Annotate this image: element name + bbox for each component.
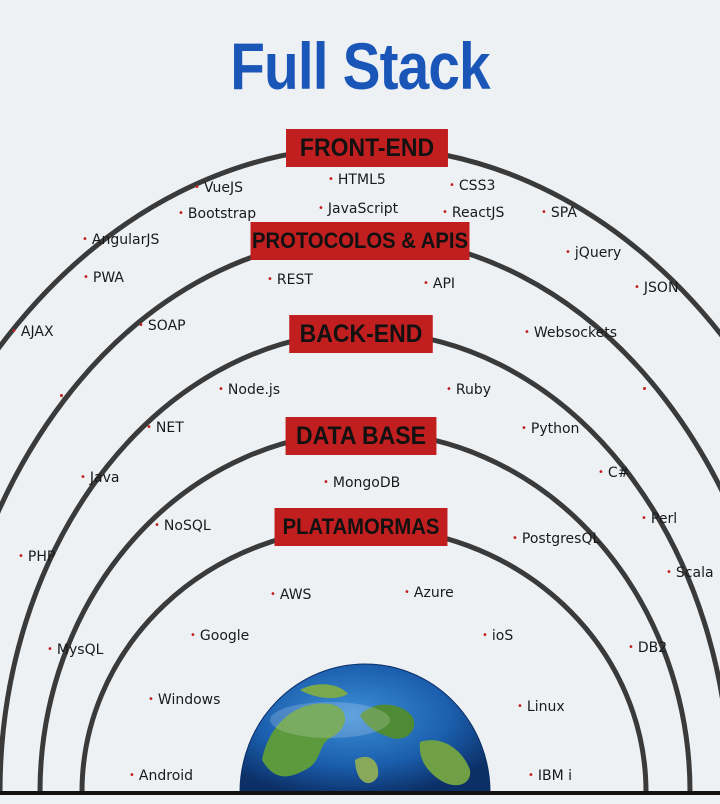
tag-bootstrap: Bootstrap bbox=[178, 206, 256, 222]
band-protocols: PROTOCOLOS & APIS bbox=[250, 222, 470, 260]
tag-php: PHP bbox=[18, 549, 55, 565]
tag-mysql: MysQL bbox=[47, 642, 103, 658]
tag-ibmi: IBM i bbox=[528, 768, 572, 784]
tag-csharp: C# bbox=[598, 465, 630, 481]
band-frontend: FRONT-END bbox=[286, 129, 448, 167]
globe-icon bbox=[239, 663, 491, 793]
tag-windows: Windows bbox=[148, 692, 221, 708]
tag-spa: SPA bbox=[541, 205, 577, 221]
tag-vuejs: VueJS bbox=[194, 180, 243, 196]
tag-aws: AWS bbox=[270, 587, 312, 603]
tag-jquery: jQuery bbox=[565, 245, 621, 261]
page-title: Full Stack bbox=[230, 29, 490, 103]
tag-mongodb: MongoDB bbox=[323, 475, 400, 491]
tag-html5: HTML5 bbox=[328, 172, 386, 188]
tag-soap: SOAP bbox=[138, 318, 186, 334]
tag-ios: ioS bbox=[482, 628, 513, 644]
tag-angularjs: AngularJS bbox=[82, 232, 159, 248]
tag-json: JSON bbox=[634, 280, 679, 296]
tag-rest: REST bbox=[267, 272, 313, 288]
tag-python: Python bbox=[521, 421, 580, 437]
tag-nodejs: Node.js bbox=[218, 382, 280, 398]
tag-pwa: PWA bbox=[83, 270, 124, 286]
tag-db2: DB2 bbox=[628, 640, 667, 656]
stray-dot bbox=[643, 387, 646, 390]
band-platforms: PLATAMORMAS bbox=[274, 508, 448, 546]
tag-api: API bbox=[423, 276, 455, 292]
tag-reactjs: ReactJS bbox=[442, 205, 505, 221]
tag-postgresql: PostgresQL bbox=[512, 531, 600, 547]
band-backend: BACK-END bbox=[289, 315, 433, 353]
tag-android: Android bbox=[129, 768, 193, 784]
tag-css3: CSS3 bbox=[449, 178, 495, 194]
tag-ruby: Ruby bbox=[446, 382, 491, 398]
tag-linux: Linux bbox=[517, 699, 565, 715]
band-database: DATA BASE bbox=[285, 417, 437, 455]
tag-websockets: Websockets bbox=[524, 325, 617, 341]
tag-perl: Perl bbox=[641, 511, 677, 527]
tag-google: Google bbox=[190, 628, 249, 644]
tag-ajax: AJAX bbox=[11, 324, 54, 340]
tag-net: NET bbox=[146, 420, 184, 436]
tag-java: Java bbox=[80, 470, 120, 486]
tag-azure: Azure bbox=[404, 585, 454, 601]
stray-dot bbox=[60, 394, 63, 397]
tag-scala: Scala bbox=[666, 565, 714, 581]
tag-javascript: JavaScript bbox=[318, 201, 398, 217]
tag-nosql: NoSQL bbox=[154, 518, 211, 534]
